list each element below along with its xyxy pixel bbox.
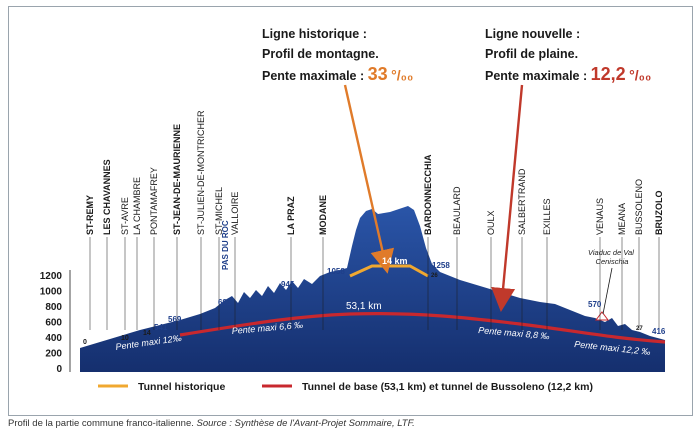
elevation-label: 27 [636,326,643,332]
base-tunnel-line [179,312,666,344]
new-line3: Pente maximale : [485,69,588,83]
elevation-label: 26 [431,273,438,279]
station-label: EXILLES [542,198,552,235]
station-label: LA PRAZ [286,196,296,235]
new-line2: Profil de plaine. [485,47,579,61]
new-slope-value: 12,2 [590,64,626,84]
station-label: ST-MICHEL [214,187,224,235]
viaduct-label-line2: Cenischia [596,257,629,266]
elevation-label: 569 [168,315,182,324]
y-tick-label: 600 [45,318,62,329]
historic-line2: Profil de montagne. [262,47,379,61]
viaduct-marker [595,311,609,321]
station-label: MEANA [617,203,627,235]
station-label: MODANE [318,195,328,235]
station-label: ST-AVRE [120,197,130,235]
y-tick-label: 1000 [40,287,63,298]
station-label: SALBERTRAND [517,168,527,235]
caption-source: Source : Synthèse de l'Avant-Projet Somm… [196,418,415,429]
elevation-label: 0 [83,339,87,346]
y-tick-label: 400 [45,333,62,344]
historic-arrow [343,84,395,274]
station-label: PAS DU ROC [221,220,230,270]
new-line1: Ligne nouvelle : [485,27,581,41]
historic-line1: Ligne historique : [262,27,367,41]
base-length-label: 53,1 km [346,301,382,312]
station-label: BRUZOLO [654,191,664,236]
figure-caption: Profil de la partie commune franco-itali… [8,418,415,429]
station-label: ST-JULIEN-DE-MONTRICHER [196,110,206,235]
elevation-label: 10 [121,335,129,342]
new-annotation: Ligne nouvelle : Profil de plaine. Pente… [485,24,651,86]
historic-slope-unit: °/₀₀ [391,67,414,83]
y-axis-ticks: 0 200 400 600 800 1000 1200 [40,270,71,375]
historic-line3-row: Pente maximale : 33 °/₀₀ [262,64,413,86]
viaduct-pointer [602,267,613,315]
legend-historic-label: Tunnel historique [138,381,225,393]
station-label: ST-REMY [85,195,95,235]
elevation-label: 570 [588,300,602,309]
y-tick-label: 200 [45,349,62,360]
station-label: ST-JEAN-DE-MAURIENNE [172,124,182,235]
viaduct-label-line1: Viaduc de Val [588,248,634,257]
historic-annotation: Ligne historique : Profil de montagne. P… [262,24,413,86]
historic-slope-value: 33 [367,64,388,84]
historic-length-label: 14 km [382,256,408,266]
terrain-profile [80,206,665,372]
station-label: BEAULARD [452,186,462,235]
elevation-label: 1058 [327,267,345,276]
y-tick-label: 800 [45,302,62,313]
station-labels: ST-REMY LES CHAVANNES ST-AVRE LA CHAMBRE PON… [85,110,664,330]
elevation-label: 541 [154,323,168,332]
legend-base-label: Tunnel de base (53,1 km) et tunnel de Bu… [302,381,593,393]
new-slope-unit: °/₀₀ [629,67,652,83]
elevation-label: 14 [143,330,151,337]
y-tick-label: 1200 [40,271,63,282]
viaduct-label: Viaduc de Val Cenischia [588,248,636,266]
station-label: PONTAMAFREY [149,167,159,235]
station-label: VENAUS [595,198,605,235]
station-label: LES CHAVANNES [102,159,112,235]
station-label: LA CHAMBRE [132,177,142,235]
station-label: VALLOIRE [230,192,240,235]
caption-text: Profil de la partie commune franco-itali… [8,418,197,429]
station-label: BARDONNECCHIA [423,154,433,235]
new-arrow [491,84,524,312]
elevation-label: 416 [652,327,666,336]
elevation-label: 1258 [432,261,450,270]
station-label: OULX [486,210,496,235]
y-tick-label: 0 [56,364,62,375]
historic-line3: Pente maximale : [262,69,365,83]
elevation-label: 691 [218,298,232,307]
new-line3-row: Pente maximale : 12,2 °/₀₀ [485,64,651,86]
elevation-label: 945 [281,280,295,289]
station-label: BUSSOLENO [634,179,644,235]
